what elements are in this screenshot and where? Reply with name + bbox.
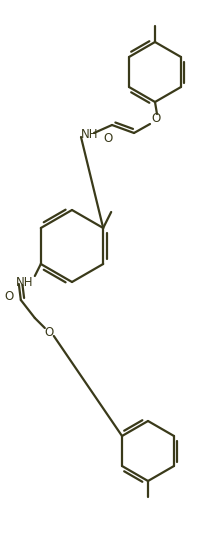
- Text: O: O: [151, 112, 161, 126]
- Text: O: O: [4, 289, 13, 302]
- Text: NH: NH: [81, 128, 99, 141]
- Text: O: O: [103, 133, 113, 145]
- Text: O: O: [44, 325, 53, 339]
- Text: NH: NH: [16, 276, 34, 288]
